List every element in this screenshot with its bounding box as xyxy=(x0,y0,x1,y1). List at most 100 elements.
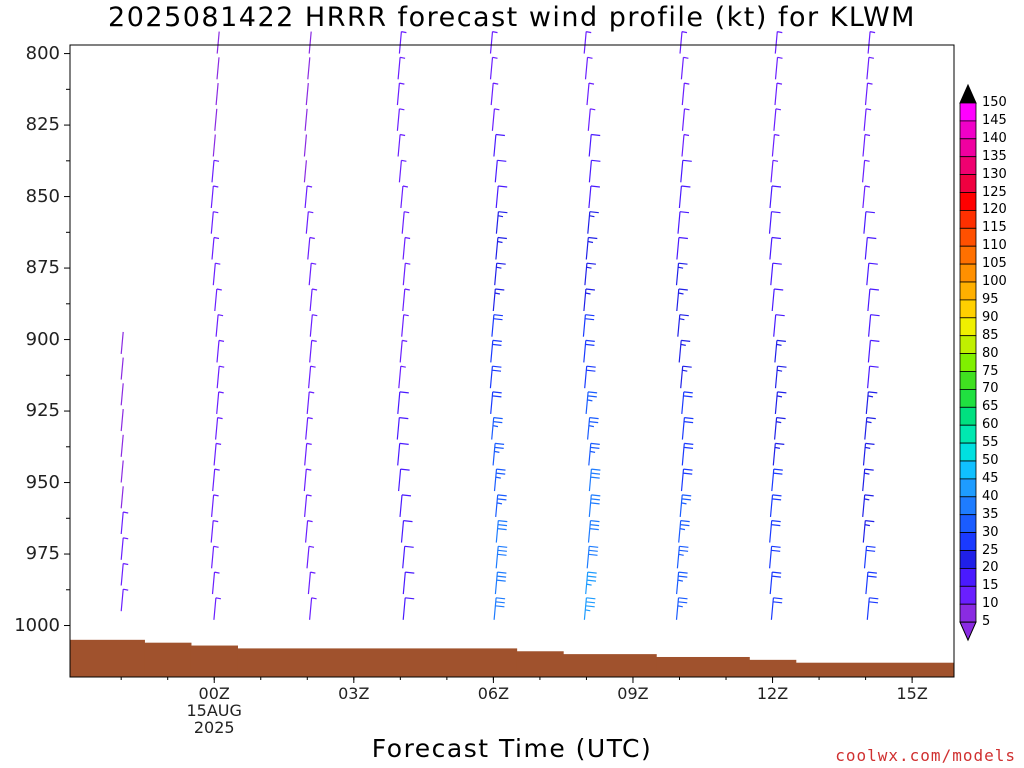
wind-barb xyxy=(771,468,783,492)
wind-barb xyxy=(587,417,599,440)
wind-barb xyxy=(863,211,875,234)
wind-barb xyxy=(769,494,782,517)
wind-barb xyxy=(774,82,783,106)
colorbar-swatch xyxy=(959,281,977,301)
wind-barb xyxy=(582,314,595,337)
wind-barb xyxy=(675,597,688,620)
wind-barb xyxy=(211,545,219,569)
wind-barb xyxy=(215,417,223,440)
wind-barb xyxy=(489,31,498,54)
wind-barb xyxy=(120,409,124,432)
wind-barb xyxy=(120,537,129,560)
colorbar-tick-label: 35 xyxy=(982,506,999,522)
wind-barb xyxy=(681,133,690,157)
wind-barb xyxy=(865,571,877,595)
colorbar-tick-label: 140 xyxy=(982,130,1007,146)
colorbar-swatch xyxy=(959,514,977,534)
wind-barb xyxy=(397,133,406,157)
wind-barb xyxy=(769,545,781,569)
y-tick-label: 850 xyxy=(25,185,60,207)
colorbar-tick-label: 40 xyxy=(982,488,999,504)
colorbar-tick-label: 80 xyxy=(982,345,999,361)
wind-barb xyxy=(491,108,500,131)
wind-barb xyxy=(211,494,219,517)
wind-barb xyxy=(588,494,601,517)
wind-barb xyxy=(493,133,505,157)
colorbar-swatch xyxy=(959,585,977,605)
wind-barb xyxy=(402,262,411,286)
wind-barb xyxy=(489,365,502,389)
terrain-block xyxy=(656,656,750,677)
colorbar-swatch xyxy=(959,568,977,587)
colorbar-swatch xyxy=(959,388,977,408)
wind-barb xyxy=(681,108,690,131)
wind-barb xyxy=(495,236,507,260)
wind-barb xyxy=(771,133,780,157)
colorbar-tick-label: 10 xyxy=(982,596,999,612)
colorbar-tick-label: 20 xyxy=(982,560,999,576)
wind-barb xyxy=(681,82,690,106)
x-axis-label: Forecast Time (UTC) xyxy=(371,734,653,763)
wind-barb xyxy=(587,520,600,543)
wind-barb xyxy=(585,571,597,595)
terrain-block xyxy=(144,642,192,677)
wind-barb xyxy=(864,82,873,106)
terrain-block xyxy=(237,648,518,677)
wind-barb xyxy=(308,31,312,54)
wind-barb xyxy=(305,520,313,543)
wind-barb xyxy=(585,391,598,414)
wind-barb xyxy=(402,597,415,620)
terrain-block xyxy=(70,639,145,677)
colorbar-swatch xyxy=(959,478,977,498)
colorbar-swatch xyxy=(959,532,977,551)
wind-barb xyxy=(210,185,219,209)
y-tick-label: 975 xyxy=(25,543,60,565)
wind-barb xyxy=(120,486,124,509)
wind-barb xyxy=(495,211,508,234)
wind-barb xyxy=(677,211,690,234)
wind-barb xyxy=(586,82,595,106)
colorbar-tick-label: 70 xyxy=(982,381,999,397)
colorbar-tick-label: 145 xyxy=(982,112,1007,128)
colorbar-tick-label: 25 xyxy=(982,542,999,558)
wind-barb xyxy=(211,236,220,260)
wind-barb xyxy=(401,314,409,337)
source-credit-link[interactable]: coolwx.com/models xyxy=(835,746,1016,765)
y-tick-label: 875 xyxy=(25,257,60,279)
colorbar-tick-label: 95 xyxy=(982,291,999,307)
wind-barb xyxy=(862,468,874,492)
wind-barb xyxy=(213,597,222,620)
colorbar-tick-label: 5 xyxy=(982,614,991,630)
wind-barb xyxy=(867,31,876,54)
wind-barb xyxy=(398,365,406,389)
colorbar-tick-label: 90 xyxy=(982,309,999,325)
wind-barb xyxy=(402,545,414,569)
wind-barb xyxy=(399,339,408,363)
colorbar-swatch xyxy=(959,371,977,390)
wind-barb xyxy=(304,494,312,517)
terrain-block xyxy=(749,659,797,677)
wind-barb xyxy=(396,82,405,106)
wind-barb xyxy=(862,159,870,183)
wind-barb xyxy=(120,331,124,354)
colorbar-bottom-arrow xyxy=(959,621,977,642)
wind-barb xyxy=(401,211,410,234)
colorbar-tick-label: 30 xyxy=(982,524,999,540)
wind-barb xyxy=(588,468,601,492)
y-tick-label: 800 xyxy=(25,42,60,64)
wind-barb xyxy=(303,134,307,157)
wind-barb xyxy=(677,314,689,337)
wind-barb xyxy=(862,442,875,466)
wind-barb xyxy=(210,211,219,234)
colorbar-swatch xyxy=(959,442,977,462)
wind-barb xyxy=(216,391,224,414)
wind-barb xyxy=(773,108,782,131)
wind-barb xyxy=(867,339,880,363)
wind-barb xyxy=(773,314,785,337)
wind-barb xyxy=(769,185,782,209)
wind-barb xyxy=(398,159,407,183)
wind-barb xyxy=(678,339,691,363)
wind-barb xyxy=(774,31,783,54)
wind-barb xyxy=(769,520,781,543)
wind-barb xyxy=(306,391,315,414)
